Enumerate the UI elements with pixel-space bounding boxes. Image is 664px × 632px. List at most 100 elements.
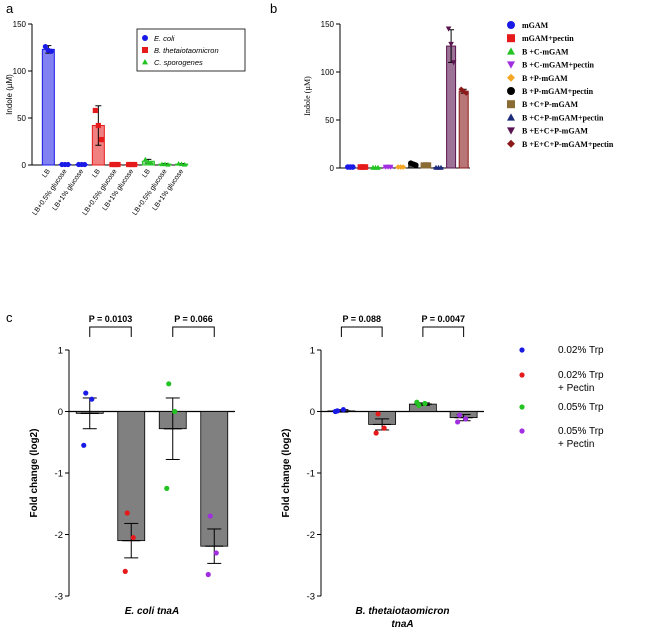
panel-c-btheta-y-tick-label: -1 [307,468,315,479]
panel-b-y-tick-label: 50 [325,116,334,125]
panel-c-btheta-data-point [332,408,338,415]
panel-b-legend-label: B +C+P-mGAM+pectin [522,113,604,122]
panel-b-data-point [400,164,406,170]
panel-b-data-point [375,164,381,170]
panel-a-data-point [132,161,138,168]
panel-b-data-point [448,41,454,47]
panel-a-bar [41,48,55,166]
panel-a-x-tick-label: LB [141,168,152,179]
panel-c-ecoli-p-value-label: P = 0.0103 [89,314,133,324]
panel-c-legend: 0.02% Trp 0.02% Trp + Pectin 0.05% Trp 0.05%… [519,345,604,450]
panel-c-btheta-data-point [340,407,346,413]
panel-c-btheta-x-axis-label: B. thetaiotaomicron [356,606,450,617]
panel-c-ecoli-y-tick-label: -3 [55,591,63,602]
panel-a-data-point [179,161,185,167]
panel-b-legend-label: mGAM [522,21,549,30]
panel-c-ecoli-data-point [207,513,213,519]
panel-c-ecoli-data-point [83,390,89,396]
panel-b-data-point [425,162,432,168]
panel-c-btheta-y-tick-label: -2 [307,530,315,541]
panel-b-data-point [438,164,444,170]
panel-c-ecoli-data-point [205,571,211,578]
panel-b-legend-label: B +E+C+P-mGAM [522,127,588,136]
panel-b-legend-marker [507,34,515,43]
panel-b-legend-label: B +P-mGAM+pectin [522,87,594,96]
panel-c-btheta-data-point [463,416,469,422]
panel-c-legend-marker [519,404,525,410]
panel-c-legend-marker [519,428,525,434]
panel-a-legend-label: B. thetaiotaomicron [154,46,219,55]
panel-c-btheta-significance-bracket [422,326,465,337]
panel-c-btheta-data-point [373,430,379,436]
panel-a-data-point [112,161,118,168]
panel-a-data-point [95,122,101,129]
panel-a-legend-label: C. sporogenes [154,58,203,67]
panel-a-legend-marker [142,47,148,53]
panel-c-btheta-y-tick-label: 1 [310,345,315,356]
panel-b-legend-label: B +E+C+P-mGAM+pectin [522,140,614,149]
panel-a-data-point [126,161,132,168]
panel-b-data-point [463,90,469,96]
panel-c-ecoli-data-point [122,568,128,575]
panel-b-legend-marker [507,127,515,135]
panel-c-btheta-data-point [414,399,420,405]
panel-b-legend-label: B +P-mGAM [522,74,568,83]
panel-a-data-point [115,161,121,168]
panel-a-data-point [92,107,98,114]
panel-a-data-point [129,161,135,168]
panel-c-ecoli-data-point [213,550,219,556]
panel-b-data-point [387,164,394,170]
panel-c-legend-marker [519,372,525,378]
panel-a-data-point [145,159,151,165]
panel-b-legend-marker [507,87,515,95]
panel-a-y-tick-label: 150 [13,20,27,29]
panel-b-data-point [413,162,419,168]
panel-b-legend-marker [507,113,515,121]
panel-c-btheta-data-point [422,400,428,407]
panel-c-btheta-y-tick-label: 0 [310,407,315,418]
panel-c-legend-marker [519,347,525,353]
panel-b-legend-marker [507,100,515,109]
panel-c-ecoli-x-axis-label: E. coli tnaA [125,606,179,617]
panel-c-ecoli-y-tick-label: -1 [55,468,63,479]
panel-b-legend-marker [507,21,515,29]
panel-c-ecoli-data-point [164,485,170,491]
panel-b-data-point [350,164,356,170]
panel-c-legend-label: 0.02% Trp [558,370,604,381]
panel-a-legend-box [136,28,246,72]
panel-c-btheta-data-point [381,425,387,431]
panel-b-bar [458,90,469,169]
panel-b-legend-label: B +C-mGAM+pectin [522,61,595,70]
panel-b-indole-bar-chart: 0 50 100 150 Indole (µM) mGAM mGAM+pectin B +C-… [303,20,614,173]
panel-a-data-point [142,156,148,162]
panel-c-btheta-significance-bracket [340,326,383,337]
panel-a-legend-marker [142,35,148,41]
panel-b-data-point [362,164,369,170]
panel-a-data-point [109,161,115,168]
panel-a-data-point [48,48,54,54]
panel-c-ecoli-y-tick-label: 1 [58,345,63,356]
panel-label-c: c [6,310,13,325]
panel-c-ecoli-p-value-label: P = 0.066 [174,314,213,324]
panel-a-y-tick-label: 100 [13,67,27,76]
panel-a-legend-label: E. coli [154,34,175,43]
panel-a-x-tick-label: LB [41,168,52,179]
panel-a-x-tick-label: LB [91,168,102,179]
panel-c-ecoli-bar [200,411,229,547]
panel-c-legend-label: 0.05% Trp [558,426,604,437]
panel-a-x-tick-label: LB+1% glucose [102,168,136,212]
panel-c-ecoli-data-point [130,534,136,541]
panel-c-ecoli-y-axis-label: Fold change (log2) [29,429,40,518]
panel-c-btheta-y-tick-label: -3 [307,591,315,602]
panel-b-y-tick-label: 150 [321,20,335,29]
panel-c-ecoli-tnaa-chart: -3 -2 -1 0 1 Fold change (log2) P = 0.0103 P = … [29,314,235,617]
panel-c-btheta-p-value-label: P = 0.088 [342,314,381,324]
panel-c-ecoli-y-tick-label: 0 [58,407,63,418]
panel-c-ecoli-significance-bracket [89,326,132,337]
panel-a-y-tick-label: 0 [22,161,27,170]
panel-b-legend-label: B +C+P-mGAM [522,100,578,109]
panel-c-btheta-x-axis-label: tnaA [391,619,413,630]
panel-a-x-tick-label: LB+1% glucose [152,168,186,212]
